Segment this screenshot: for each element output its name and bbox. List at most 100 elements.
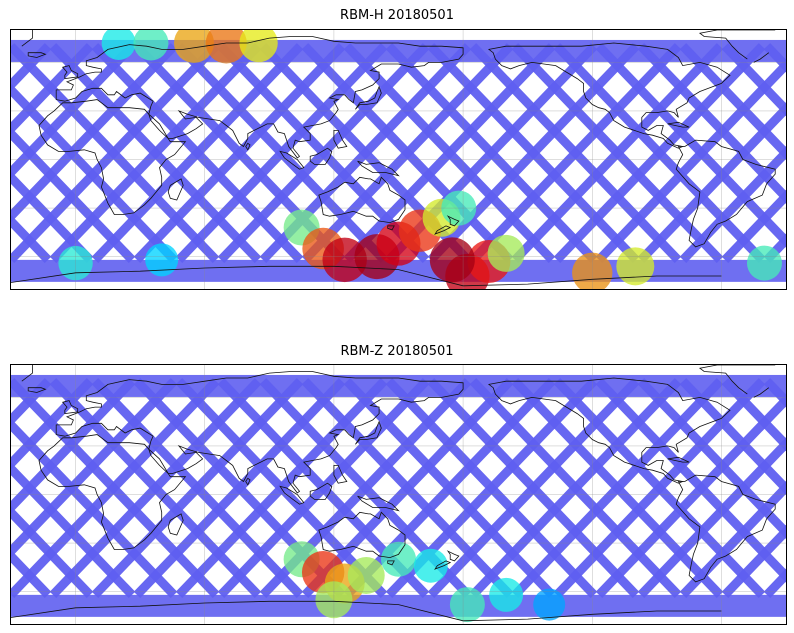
coastline-cuba [667,121,690,128]
coastline-antarctic-edge-part-1 [11,600,464,622]
swath-band-south [11,594,786,617]
swath-desc-15 [637,437,786,598]
coastline-cuba [667,456,690,463]
coastline-north-america [487,377,731,484]
coastline-sri-lanka [245,477,251,486]
coastline-new-guinea [357,495,400,512]
coastline-greenland-part-0 [753,387,770,398]
swath-desc--4 [11,43,52,92]
coastline-iceland [27,387,47,393]
hotspot-5 [746,245,782,281]
swath-desc--2 [11,43,136,179]
swath-desc-17 [721,189,786,263]
hotspot-10 [173,30,214,63]
gridlines [11,30,786,289]
coastline-greenland-part-1 [21,30,33,47]
hotspot-11 [205,30,247,64]
swath-desc-2 [91,378,304,598]
coastline-philippines [333,465,348,484]
coastline-new-zealand-south [434,225,452,235]
hotspot-8 [101,30,136,60]
hotspot-15 [322,237,367,283]
swath-desc-14 [595,393,786,598]
coastline-borneo [309,482,333,500]
coastline-sumatra [279,150,305,170]
swath-desc-0 [11,378,220,598]
coastline-antarctic-edge-part-0 [463,275,722,287]
hotspot-2 [533,588,566,621]
swath-desc-8 [343,43,556,263]
coastline-madagascar [167,513,184,536]
coastline-borneo [309,147,333,165]
hotspot-4 [616,247,655,286]
map-canvas-rbm-z [11,365,786,624]
swath-desc-1 [49,378,262,598]
coastline-greenland-part-1 [21,365,33,382]
swath-desc--1 [11,43,178,223]
swath-layer [11,30,786,289]
swath-asc--3 [11,506,94,598]
swath-asc-17 [721,43,786,117]
coastline-eurasia [55,36,464,159]
coastline-australia [318,176,406,224]
swath-desc-2 [91,43,304,263]
coastline-tasmania [387,225,395,231]
hotspot-7 [145,243,179,277]
swath-desc-1 [49,43,262,263]
coastlines [11,365,776,622]
hotspot-0 [449,587,485,623]
coastline-australia [318,511,406,559]
coastlines [11,30,776,287]
swath-desc-5 [217,378,430,598]
hotspot-8 [413,548,448,583]
swath-desc-10 [427,378,640,598]
coastline-africa [38,434,187,550]
swath-desc-12 [511,43,724,263]
swath-desc-12 [511,378,724,598]
coastline-japan [355,420,382,445]
swath-desc-13 [553,43,766,263]
swath-desc-5 [217,43,430,263]
coastline-antarctic-edge-part-1 [11,265,464,287]
swath-desc-17 [721,524,786,598]
hotspot-7 [381,541,416,577]
coastline-greenland-part-2 [698,30,776,60]
swath-desc-11 [469,43,682,263]
swath-desc--4 [11,378,52,427]
swath-desc-11 [469,378,682,598]
coastline-madagascar [167,178,184,201]
swath-desc-3 [133,378,346,598]
coastline-new-zealand-south [434,560,452,570]
hotspot-9 [133,30,169,61]
coastline-antarctic-edge-part-0 [463,610,722,622]
swath-desc-15 [637,102,786,263]
swath-layer [11,374,786,623]
coastline-sri-lanka [245,142,251,151]
hotspot-6 [347,556,385,594]
panel-title-rbm-z: RBM-Z 20180501 [340,344,454,359]
coastline-new-zealand-north [446,550,460,562]
coastline-new-zealand-north [446,215,460,227]
gridlines [11,365,786,624]
coastline-eurasia [55,371,464,494]
hotspot-1 [489,577,524,612]
map-panel-rbm-z [10,364,787,625]
coastline-iceland [27,52,47,58]
coastline-japan [355,85,382,110]
coastline-greenland-part-2 [698,365,776,395]
hotspot-2 [487,234,525,272]
panel-title-rbm-h: RBM-H 20180501 [340,8,454,23]
coastline-new-guinea [357,160,400,177]
coastline-north-america [487,42,731,149]
swath-desc-7 [301,43,514,263]
swath-desc--1 [11,378,178,558]
coastline-south-america [675,139,776,248]
swath-asc-17 [721,378,786,452]
coastline-uk [61,65,79,80]
swath-desc--3 [11,378,94,471]
swath-asc--3 [11,171,94,263]
map-canvas-rbm-h [11,30,786,289]
map-panel-rbm-h [10,29,787,290]
swath-desc--2 [11,378,136,514]
swath-asc--4 [11,549,52,598]
